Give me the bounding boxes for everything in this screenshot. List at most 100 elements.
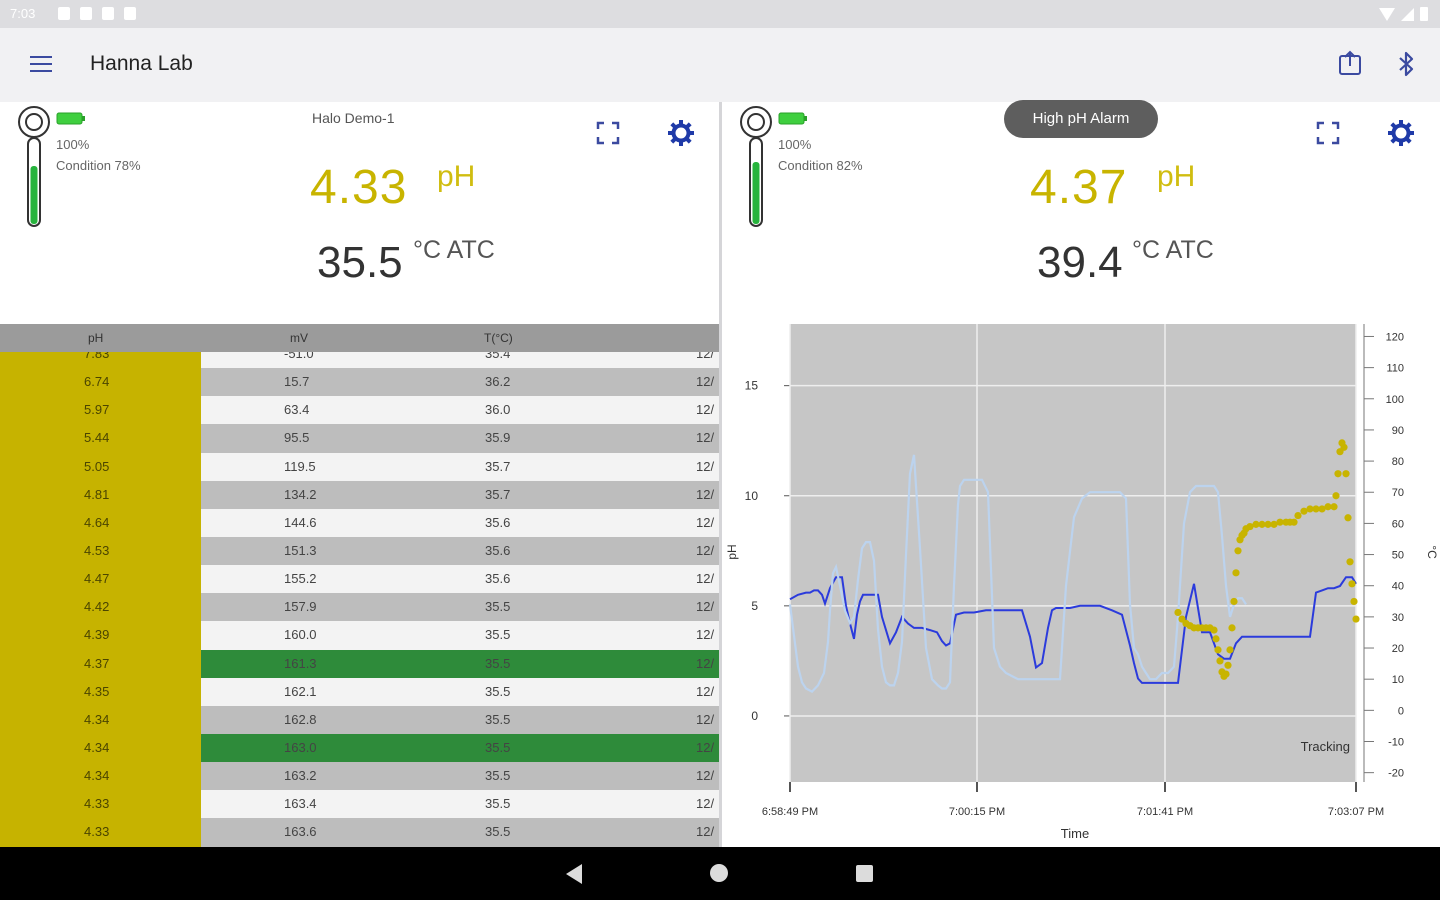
table-row[interactable]: 5.97 63.4 36.0 12/ [0,396,719,425]
ph-cell: 4.39 [0,621,201,650]
tracking-point [1346,558,1354,566]
row-values [201,762,719,791]
table-row[interactable]: 4.34 163.2 35.5 12/ [0,762,719,791]
ph-cell: 4.34 [0,705,201,734]
table-row[interactable]: 4.34 162.8 35.5 12/ [0,705,719,734]
mv-cell: 160.0 [284,627,317,643]
mv-cell: 163.6 [284,824,317,840]
tracking-point [1312,505,1320,513]
table-row[interactable]: 5.44 95.5 35.9 12/ [0,424,719,453]
ph-cell-text: 4.34 [84,711,110,727]
notification-icon [102,7,114,20]
x-tick-label: 7:03:07 PM [1328,806,1384,818]
ph-cell-text: 5.44 [84,430,110,446]
tracking-point [1340,443,1348,451]
bluetooth-icon[interactable] [1390,48,1422,80]
gear-icon[interactable] [667,119,695,147]
row-values [201,593,719,622]
menu-icon[interactable] [30,56,52,73]
ph-cell-text: 5.97 [84,402,110,418]
battery-level-icon [56,112,85,125]
ph-cell-text: 6.74 [84,374,110,390]
temp-cell: 35.5 [485,711,511,727]
temp-cell: 35.5 [485,599,511,615]
y-tick-label: 0 [751,709,758,723]
ph-unit: pH [437,160,476,193]
tracking-label: Tracking [1301,739,1350,754]
table-body: 7.83 -51.0 35.4 12/6.74 15.7 36.2 12/5.97 63.4 3… [0,340,719,847]
table-row[interactable]: 4.64 144.6 35.6 12/ [0,508,719,537]
ph-cell-text: 4.47 [84,571,110,587]
column-header-ph: pH [88,331,104,345]
fullscreen-icon[interactable] [1314,119,1342,147]
table-row[interactable]: 4.35 162.1 35.5 12/ [0,677,719,706]
row-values [201,649,719,678]
table-row[interactable]: 4.33 163.4 35.5 12/ [0,790,719,819]
temperature-series-line [788,454,1247,693]
plot-background [790,324,1356,782]
home-icon[interactable] [710,864,728,882]
tracking-point [1270,520,1278,528]
y-tick-label: 10 [745,489,759,503]
ph-cell: 4.35 [0,677,201,706]
date-cell: 12/ [696,627,715,643]
y2-tick-label: 30 [1392,612,1404,624]
tracking-point [1318,505,1326,513]
ph-cell-text: 4.33 [84,796,110,812]
table-row[interactable]: 4.42 157.9 35.5 12/ [0,593,719,622]
ph-cell-text: 4.34 [84,739,110,755]
table-row[interactable]: 4.33 163.6 35.5 12/ [0,818,719,847]
tracking-point [1252,520,1260,528]
trend-chart[interactable]: 0 5 10 15 6:58:49 PM 7:00:15 PM 7:01:41 PM 7:03… [722,324,1440,847]
table-row[interactable]: 4.39 160.0 35.5 12/ [0,621,719,650]
chart-svg: 0 5 10 15 6:58:49 PM 7:00:15 PM 7:01:41 PM 7:03… [725,324,1439,841]
date-cell: 12/ [696,458,715,474]
tracking-point [1290,518,1298,526]
table-row[interactable]: 4.47 155.2 35.6 12/ [0,565,719,594]
table-row[interactable]: 6.74 15.7 36.2 12/ [0,368,719,397]
ph-unit: pH [1157,160,1196,193]
notification-icon [124,7,136,20]
temp-cell: 35.6 [485,542,511,558]
app-bar: Hanna Lab [0,28,1440,102]
ph-cell-text: 4.81 [84,486,110,502]
log-table[interactable]: pH mV T(°C) 7.83 -51.0 35.4 12/6.74 15.7 36.2… [0,324,719,847]
tracking-point [1258,520,1266,528]
alarm-badge: High pH Alarm [1004,100,1158,138]
ph-cell: 4.64 [0,508,201,537]
ph-cell-text: 4.37 [84,655,110,671]
status-bar: 7:03 [0,0,1440,28]
table-row[interactable]: 4.37 161.3 35.5 12/ [0,649,719,678]
mv-cell: 144.6 [284,514,317,530]
tracking-point [1332,492,1340,500]
ph-cell-text: 4.39 [84,627,110,643]
recents-icon[interactable] [856,865,873,882]
ph-cell: 4.34 [0,762,201,791]
mv-cell: 63.4 [284,402,310,418]
y2-tick-label: 70 [1392,487,1404,499]
export-icon[interactable] [1334,48,1366,80]
row-values [201,480,719,509]
probe-status: 100% Condition 78% [56,134,141,176]
ph-cell: 4.33 [0,818,201,847]
row-values [201,733,719,763]
tracking-point [1224,661,1232,669]
ph-cell: 4.37 [0,649,201,678]
meter-panel-left: 100% Condition 78% Halo Demo-1 4.33 pH 3… [0,102,719,324]
y2-tick-label: -10 [1388,736,1404,748]
table-row[interactable]: 4.53 151.3 35.6 12/ [0,536,719,566]
table-row[interactable]: 5.05 119.5 35.7 12/ [0,452,719,481]
row-values [201,790,719,819]
table-row[interactable]: 4.34 163.0 35.5 12/ [0,733,719,763]
table-row[interactable]: 4.81 134.2 35.7 12/ [0,480,719,509]
back-icon[interactable] [566,864,582,884]
row-values [201,368,719,397]
gear-icon[interactable] [1387,119,1415,147]
fullscreen-icon[interactable] [594,119,622,147]
ph-cell-text: 4.42 [84,599,110,615]
wifi-icon [1379,7,1395,21]
date-cell: 12/ [696,683,715,699]
row-values [201,677,719,706]
ph-cell-text: 4.35 [84,683,110,699]
date-cell: 12/ [696,796,715,812]
